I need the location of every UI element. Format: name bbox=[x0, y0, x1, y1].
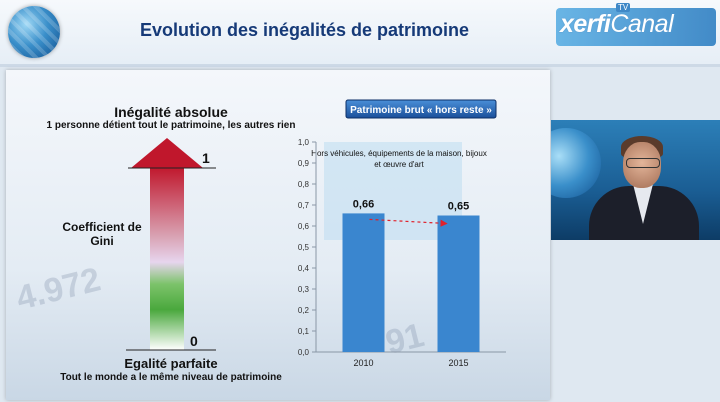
chart-subtitle-line-1: Hors véhicules, équipements de la maison… bbox=[311, 149, 487, 158]
y-tick-label: 0,7 bbox=[298, 201, 310, 210]
header-bar: Evolution des inégalités de patrimoine x… bbox=[0, 0, 720, 67]
gini-arrow-head bbox=[131, 138, 203, 168]
video-globe-icon bbox=[551, 128, 601, 198]
y-tick-label: 0,2 bbox=[298, 306, 310, 315]
y-tick-label: 0,4 bbox=[298, 264, 310, 273]
y-tick-label: 0,8 bbox=[298, 180, 310, 189]
gini-bottom-title: Egalité parfaite bbox=[124, 356, 218, 371]
presenter-video bbox=[551, 120, 720, 240]
y-tick-label: 0,3 bbox=[298, 285, 310, 294]
bar-value-label: 0,65 bbox=[448, 201, 469, 213]
brand-xerfi: xerfi bbox=[560, 10, 611, 38]
bar-chart: Patrimoine brut « hors reste » Hors véhi… bbox=[298, 99, 506, 368]
bar-value-label: 0,66 bbox=[353, 198, 374, 210]
brand-logo: xerfiCanal bbox=[560, 10, 674, 39]
x-tick-label: 2015 bbox=[448, 358, 468, 368]
chart-title: Patrimoine brut « hors reste » bbox=[350, 105, 492, 116]
presenter-glasses-icon bbox=[626, 158, 660, 168]
y-tick-label: 1,0 bbox=[298, 138, 310, 147]
gini-value-bottom: 0 bbox=[190, 333, 198, 349]
x-tick-label: 2010 bbox=[353, 358, 373, 368]
y-tick-label: 0,9 bbox=[298, 159, 310, 168]
gini-arrow-graphic bbox=[126, 138, 216, 351]
gini-arrow-icon bbox=[150, 167, 184, 350]
y-tick-label: 0,5 bbox=[298, 243, 310, 252]
y-tick-label: 0,0 bbox=[298, 348, 310, 357]
trend-arrow-icon bbox=[369, 218, 448, 227]
brand-tv-tag: TV bbox=[616, 3, 631, 12]
gini-top-subtitle: 1 personne détient tout le patrimoine, l… bbox=[46, 120, 296, 131]
brand-canal: Canal bbox=[610, 10, 674, 38]
chart-title-box bbox=[345, 99, 497, 119]
gini-top-title: Inégalité absolue bbox=[114, 104, 228, 120]
bar-2010 bbox=[342, 213, 385, 352]
chart-subtitle-line-2: et œuvre d'art bbox=[374, 160, 424, 169]
y-tick-label: 0,6 bbox=[298, 222, 310, 231]
page-title: Evolution des inégalités de patrimoine bbox=[140, 20, 470, 40]
slide-panel: 4.972 91 Inégalité absolue 1 personne dé… bbox=[6, 70, 550, 400]
bar-2015 bbox=[437, 215, 480, 352]
gini-middle-label: Coefficient de Gini bbox=[62, 220, 142, 248]
gini-value-top: 1 bbox=[202, 150, 210, 166]
globe-logo-icon bbox=[8, 6, 60, 58]
gini-bottom-subtitle: Tout le monde a le même niveau de patrim… bbox=[60, 372, 282, 383]
brand-badge bbox=[556, 8, 716, 46]
y-tick-label: 0,1 bbox=[298, 327, 310, 336]
